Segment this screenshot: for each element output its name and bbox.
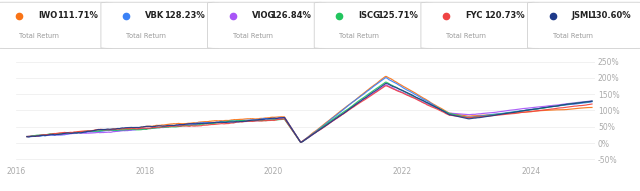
FancyBboxPatch shape xyxy=(0,2,113,48)
Text: Total Return: Total Return xyxy=(126,33,166,39)
Text: 128.23%: 128.23% xyxy=(164,11,204,20)
Text: 111.71%: 111.71% xyxy=(57,11,98,20)
Text: Total Return: Total Return xyxy=(552,33,593,39)
Text: IWO: IWO xyxy=(38,11,58,20)
Text: VIOG: VIOG xyxy=(252,11,275,20)
Text: VBK: VBK xyxy=(145,11,164,20)
FancyBboxPatch shape xyxy=(314,2,433,48)
Text: 130.60%: 130.60% xyxy=(591,11,631,20)
Text: FYC: FYC xyxy=(465,11,483,20)
FancyBboxPatch shape xyxy=(421,2,539,48)
FancyBboxPatch shape xyxy=(527,2,640,48)
Text: 125.71%: 125.71% xyxy=(377,11,418,20)
Text: Total Return: Total Return xyxy=(339,33,380,39)
FancyBboxPatch shape xyxy=(207,2,326,48)
Text: ISCG: ISCG xyxy=(358,11,380,20)
Text: Total Return: Total Return xyxy=(19,33,60,39)
Text: Total Return: Total Return xyxy=(446,33,486,39)
Text: 120.73%: 120.73% xyxy=(484,11,524,20)
FancyBboxPatch shape xyxy=(101,2,219,48)
Text: JSML: JSML xyxy=(572,11,594,20)
Text: Total Return: Total Return xyxy=(232,33,273,39)
Text: 126.84%: 126.84% xyxy=(270,11,311,20)
